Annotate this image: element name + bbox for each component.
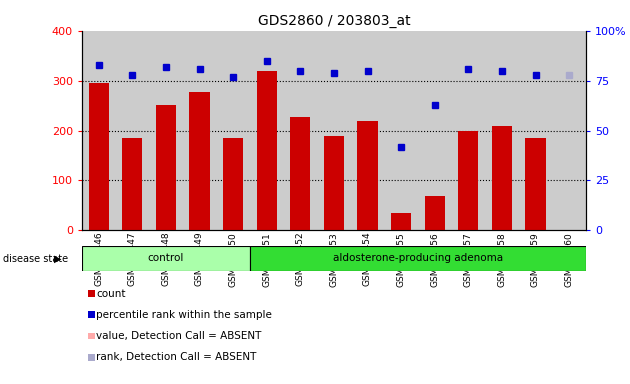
- Bar: [357, 121, 377, 230]
- Bar: [553, 31, 586, 230]
- Bar: [485, 31, 518, 230]
- Bar: [89, 83, 109, 230]
- Bar: [351, 31, 384, 230]
- FancyBboxPatch shape: [82, 246, 250, 271]
- Text: rank, Detection Call = ABSENT: rank, Detection Call = ABSENT: [96, 352, 256, 362]
- Bar: [183, 31, 216, 230]
- Text: ▶: ▶: [54, 254, 62, 264]
- Bar: [525, 138, 546, 230]
- FancyBboxPatch shape: [250, 246, 586, 271]
- Bar: [250, 31, 284, 230]
- Bar: [284, 31, 317, 230]
- Bar: [492, 126, 512, 230]
- Bar: [190, 92, 210, 230]
- Text: count: count: [96, 289, 125, 299]
- Bar: [156, 104, 176, 230]
- Bar: [82, 31, 115, 230]
- Text: value, Detection Call = ABSENT: value, Detection Call = ABSENT: [96, 331, 261, 341]
- Text: disease state: disease state: [3, 254, 68, 264]
- Bar: [290, 117, 311, 230]
- Bar: [149, 31, 183, 230]
- Bar: [418, 31, 452, 230]
- Bar: [452, 31, 485, 230]
- Bar: [122, 138, 142, 230]
- Bar: [458, 131, 478, 230]
- Bar: [317, 31, 351, 230]
- Bar: [256, 71, 277, 230]
- Bar: [425, 197, 445, 230]
- Title: GDS2860 / 203803_at: GDS2860 / 203803_at: [258, 14, 410, 28]
- Bar: [391, 213, 411, 230]
- Text: percentile rank within the sample: percentile rank within the sample: [96, 310, 272, 320]
- Bar: [324, 136, 344, 230]
- Bar: [518, 31, 553, 230]
- Bar: [384, 31, 418, 230]
- Bar: [115, 31, 149, 230]
- Text: aldosterone-producing adenoma: aldosterone-producing adenoma: [333, 253, 503, 263]
- Text: control: control: [147, 253, 184, 263]
- Bar: [223, 138, 243, 230]
- Bar: [216, 31, 250, 230]
